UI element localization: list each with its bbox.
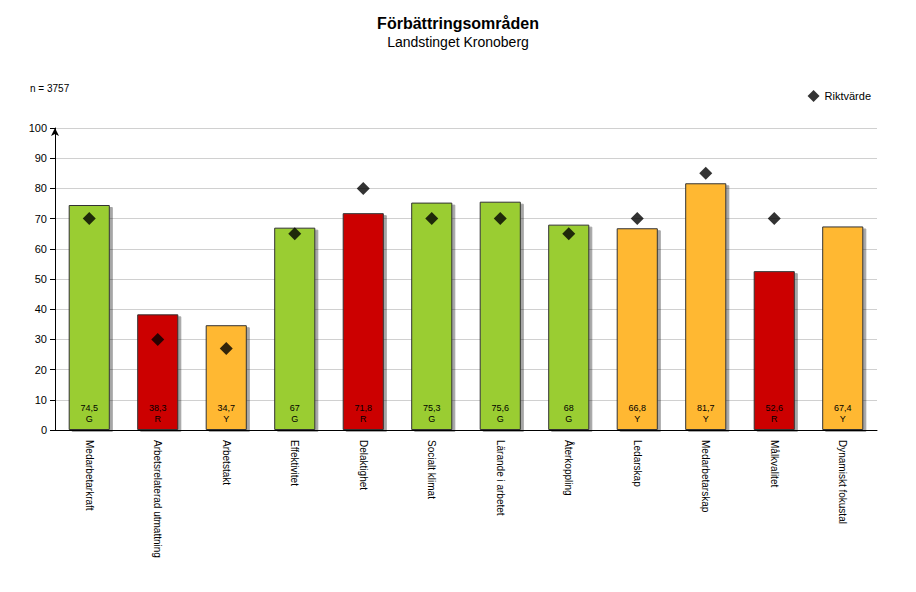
svg-text:80: 80 — [35, 182, 47, 194]
svg-text:75,3: 75,3 — [423, 403, 441, 413]
svg-text:Arbetsrelaterad utmattning: Arbetsrelaterad utmattning — [152, 440, 163, 558]
svg-text:70: 70 — [35, 213, 47, 225]
svg-text:100: 100 — [29, 122, 47, 134]
svg-text:G: G — [565, 414, 572, 424]
svg-text:Y: Y — [703, 414, 709, 424]
svg-text:34,7: 34,7 — [217, 403, 235, 413]
svg-text:Landstinget Kronoberg: Landstinget Kronoberg — [387, 34, 529, 50]
svg-text:Lärande i arbetet: Lärande i arbetet — [495, 440, 506, 516]
svg-text:R: R — [771, 414, 778, 424]
svg-text:81,7: 81,7 — [697, 403, 715, 413]
svg-text:G: G — [291, 414, 298, 424]
svg-text:Medarbetarkraft: Medarbetarkraft — [84, 440, 95, 511]
svg-text:74,5: 74,5 — [80, 403, 98, 413]
svg-text:Målkvalitet: Målkvalitet — [769, 440, 780, 487]
svg-text:Medarbetarskap: Medarbetarskap — [700, 440, 711, 513]
svg-text:Riktvärde: Riktvärde — [825, 90, 871, 102]
svg-text:90: 90 — [35, 152, 47, 164]
svg-text:Effektivitet: Effektivitet — [289, 440, 300, 486]
svg-text:Arbetstakt: Arbetstakt — [221, 440, 232, 485]
svg-text:67: 67 — [290, 403, 300, 413]
svg-text:71,8: 71,8 — [354, 403, 372, 413]
svg-text:60: 60 — [35, 243, 47, 255]
svg-text:68: 68 — [564, 403, 574, 413]
svg-text:Y: Y — [840, 414, 846, 424]
svg-text:10: 10 — [35, 394, 47, 406]
svg-text:Ledarskap: Ledarskap — [632, 440, 643, 487]
svg-text:R: R — [360, 414, 367, 424]
svg-text:20: 20 — [35, 364, 47, 376]
svg-text:38,3: 38,3 — [149, 403, 167, 413]
svg-text:Socialt klimat: Socialt klimat — [426, 440, 437, 499]
svg-text:66,8: 66,8 — [628, 403, 646, 413]
svg-text:Delaktighet: Delaktighet — [358, 440, 369, 490]
svg-text:Y: Y — [634, 414, 640, 424]
svg-text:G: G — [86, 414, 93, 424]
svg-text:40: 40 — [35, 303, 47, 315]
svg-text:50: 50 — [35, 273, 47, 285]
svg-text:67,4: 67,4 — [834, 403, 852, 413]
svg-text:G: G — [497, 414, 504, 424]
svg-text:30: 30 — [35, 333, 47, 345]
svg-text:52,6: 52,6 — [765, 403, 783, 413]
svg-text:R: R — [155, 414, 162, 424]
svg-text:Förbättringsområden: Förbättringsområden — [377, 15, 539, 32]
svg-text:Y: Y — [223, 414, 229, 424]
svg-text:Återkoppling: Återkoppling — [563, 440, 575, 496]
svg-text:0: 0 — [41, 424, 47, 436]
svg-text:75,6: 75,6 — [491, 403, 509, 413]
svg-text:n = 3757: n = 3757 — [30, 83, 70, 94]
svg-text:Dynamiskt fokustal: Dynamiskt fokustal — [837, 440, 848, 524]
svg-text:G: G — [428, 414, 435, 424]
